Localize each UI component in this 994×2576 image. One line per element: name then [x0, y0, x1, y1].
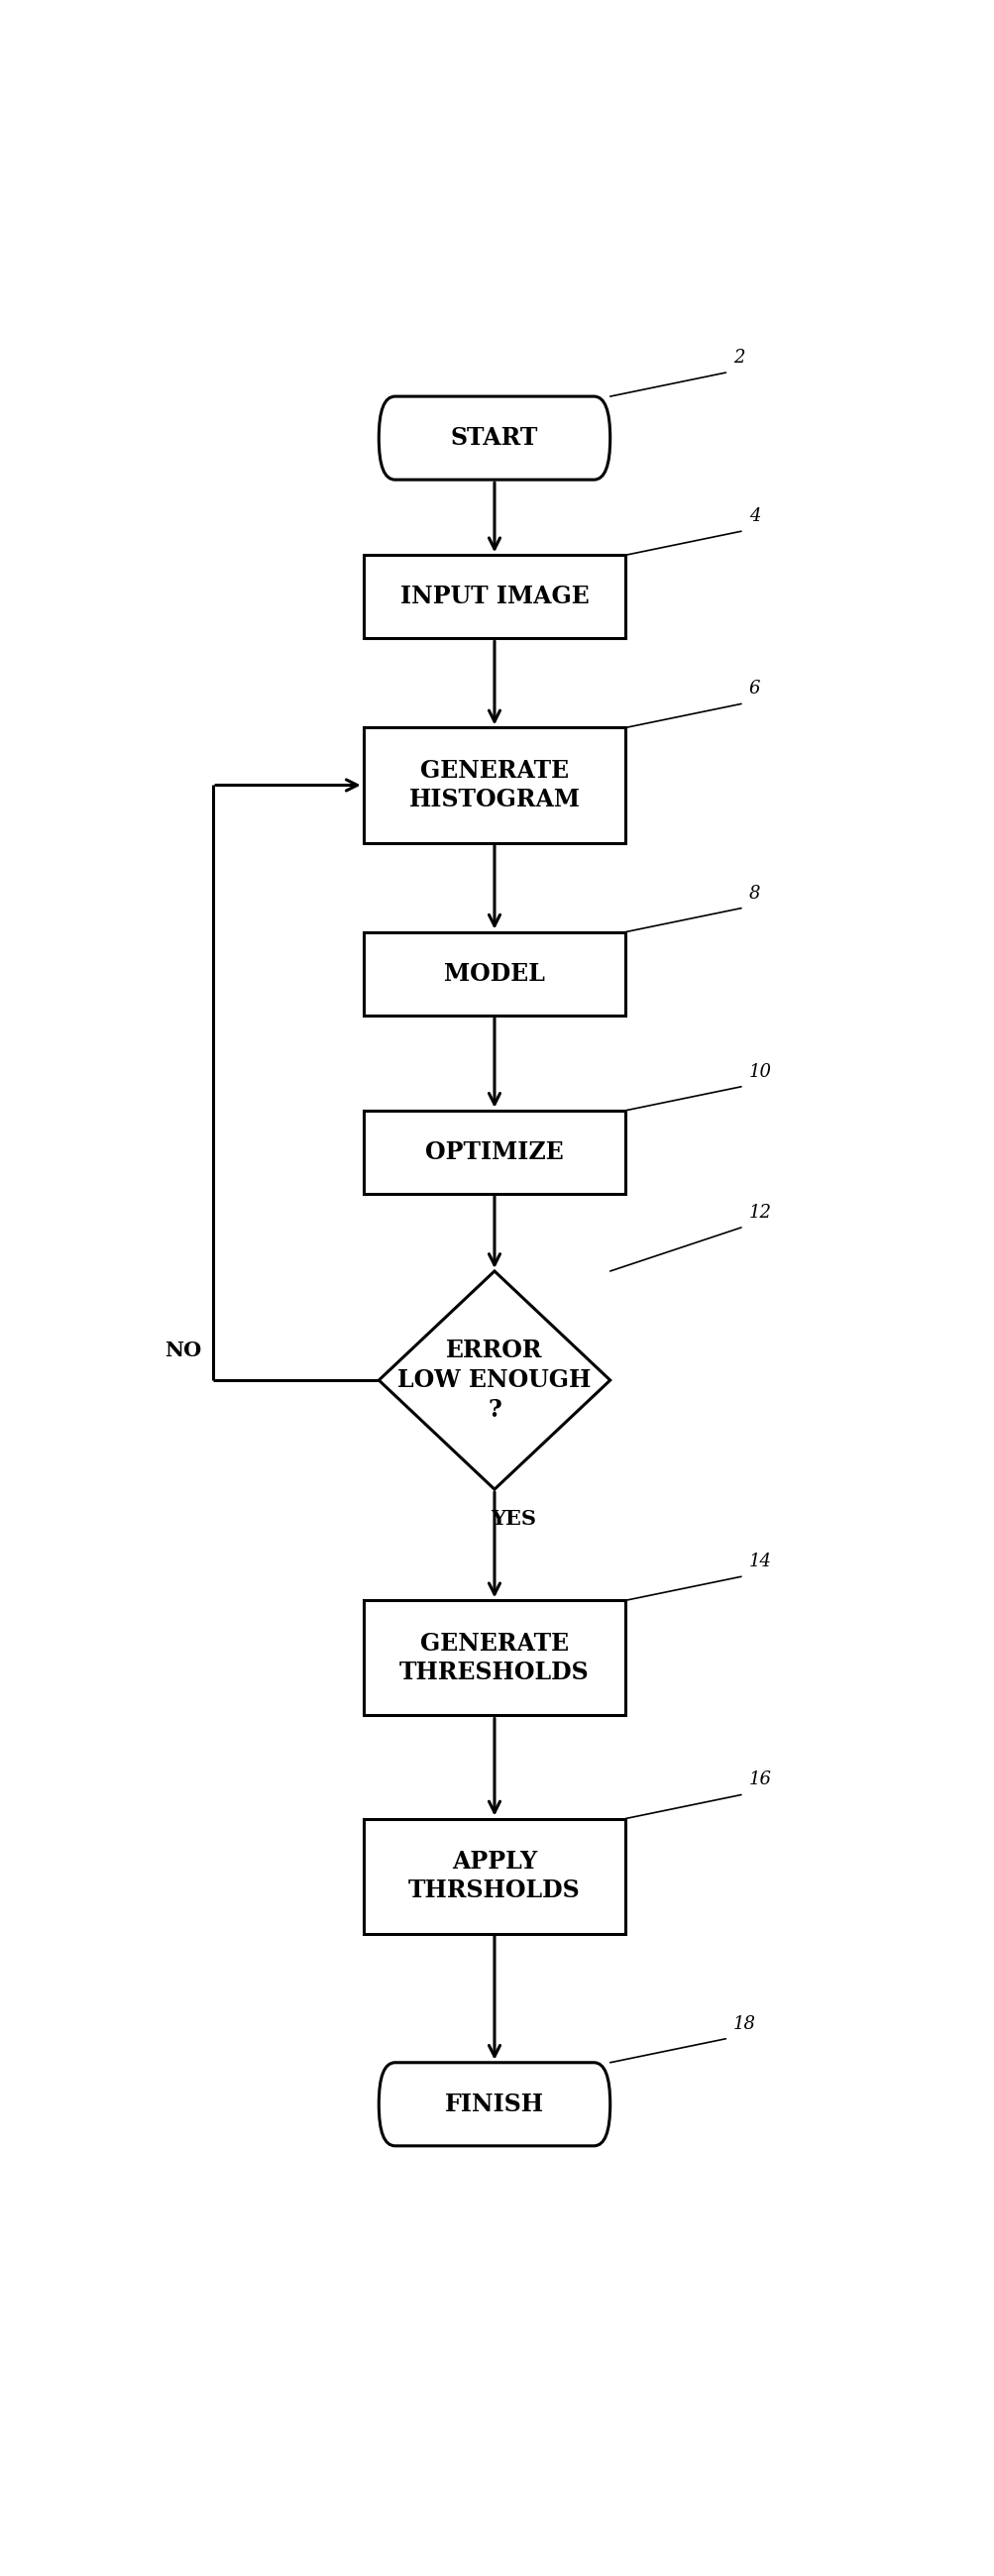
Text: NO: NO [164, 1340, 202, 1360]
Text: 16: 16 [748, 1770, 771, 1788]
Bar [363, 726, 625, 842]
Bar [363, 933, 625, 1015]
FancyBboxPatch shape [379, 397, 609, 479]
Text: FINISH: FINISH [444, 2092, 544, 2115]
Text: MODEL: MODEL [443, 961, 545, 987]
Bar [363, 554, 625, 639]
Bar [363, 1819, 625, 1935]
Text: 6: 6 [748, 680, 759, 698]
Text: 2: 2 [733, 348, 745, 366]
Text: OPTIMIZE: OPTIMIZE [424, 1141, 564, 1164]
FancyBboxPatch shape [379, 2063, 609, 2146]
Text: YES: YES [490, 1510, 536, 1530]
Bar [363, 1600, 625, 1716]
Text: 8: 8 [748, 884, 759, 902]
Text: START: START [450, 425, 538, 451]
Text: INPUT IMAGE: INPUT IMAGE [400, 585, 588, 608]
Text: GENERATE
HISTOGRAM: GENERATE HISTOGRAM [409, 757, 580, 811]
Text: GENERATE
THRESHOLDS: GENERATE THRESHOLDS [400, 1631, 588, 1685]
Text: 10: 10 [748, 1064, 771, 1082]
Text: 4: 4 [748, 507, 759, 526]
Text: 12: 12 [748, 1203, 771, 1221]
Text: ERROR
LOW ENOUGH
?: ERROR LOW ENOUGH ? [398, 1340, 590, 1422]
Text: APPLY
THRSHOLDS: APPLY THRSHOLDS [409, 1850, 580, 1904]
Text: 18: 18 [733, 2014, 755, 2032]
Text: 14: 14 [748, 1553, 771, 1571]
Bar [363, 1110, 625, 1193]
Polygon shape [379, 1270, 609, 1489]
